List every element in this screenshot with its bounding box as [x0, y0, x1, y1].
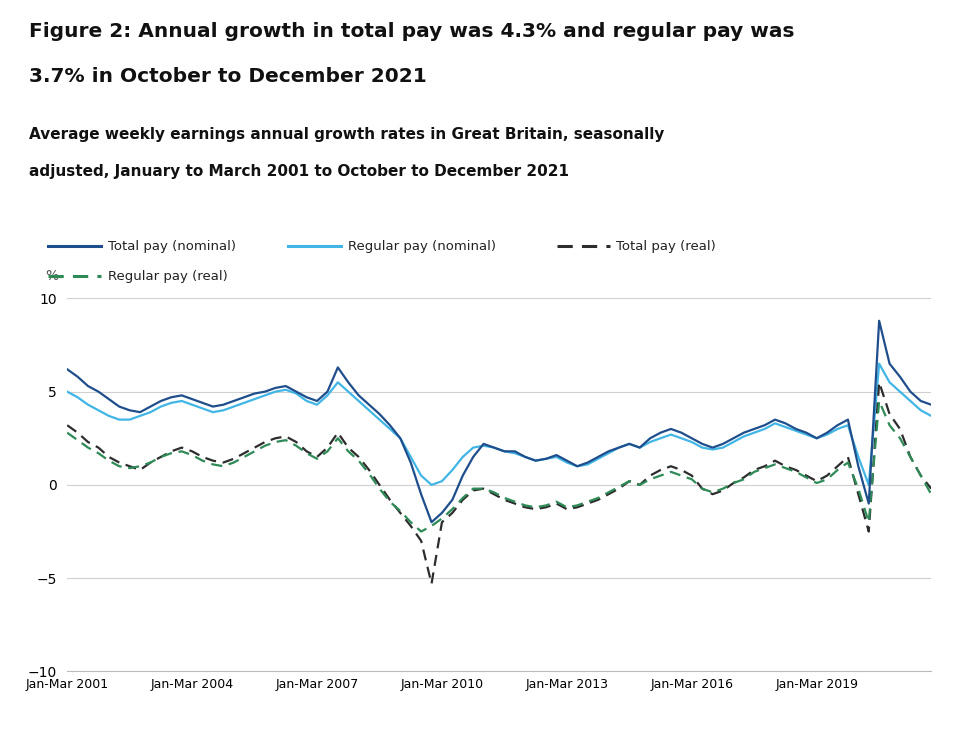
Text: adjusted, January to March 2001 to October to December 2021: adjusted, January to March 2001 to Octob…: [29, 164, 568, 179]
Text: Total pay (real): Total pay (real): [616, 239, 716, 253]
Text: Regular pay (real): Regular pay (real): [108, 269, 228, 283]
Text: %: %: [46, 269, 59, 283]
Text: Regular pay (nominal): Regular pay (nominal): [348, 239, 495, 253]
Text: 3.7% in October to December 2021: 3.7% in October to December 2021: [29, 67, 426, 86]
Text: Figure 2: Annual growth in total pay was 4.3% and regular pay was: Figure 2: Annual growth in total pay was…: [29, 22, 794, 41]
Text: Average weekly earnings annual growth rates in Great Britain, seasonally: Average weekly earnings annual growth ra…: [29, 127, 664, 142]
Text: Total pay (nominal): Total pay (nominal): [108, 239, 235, 253]
